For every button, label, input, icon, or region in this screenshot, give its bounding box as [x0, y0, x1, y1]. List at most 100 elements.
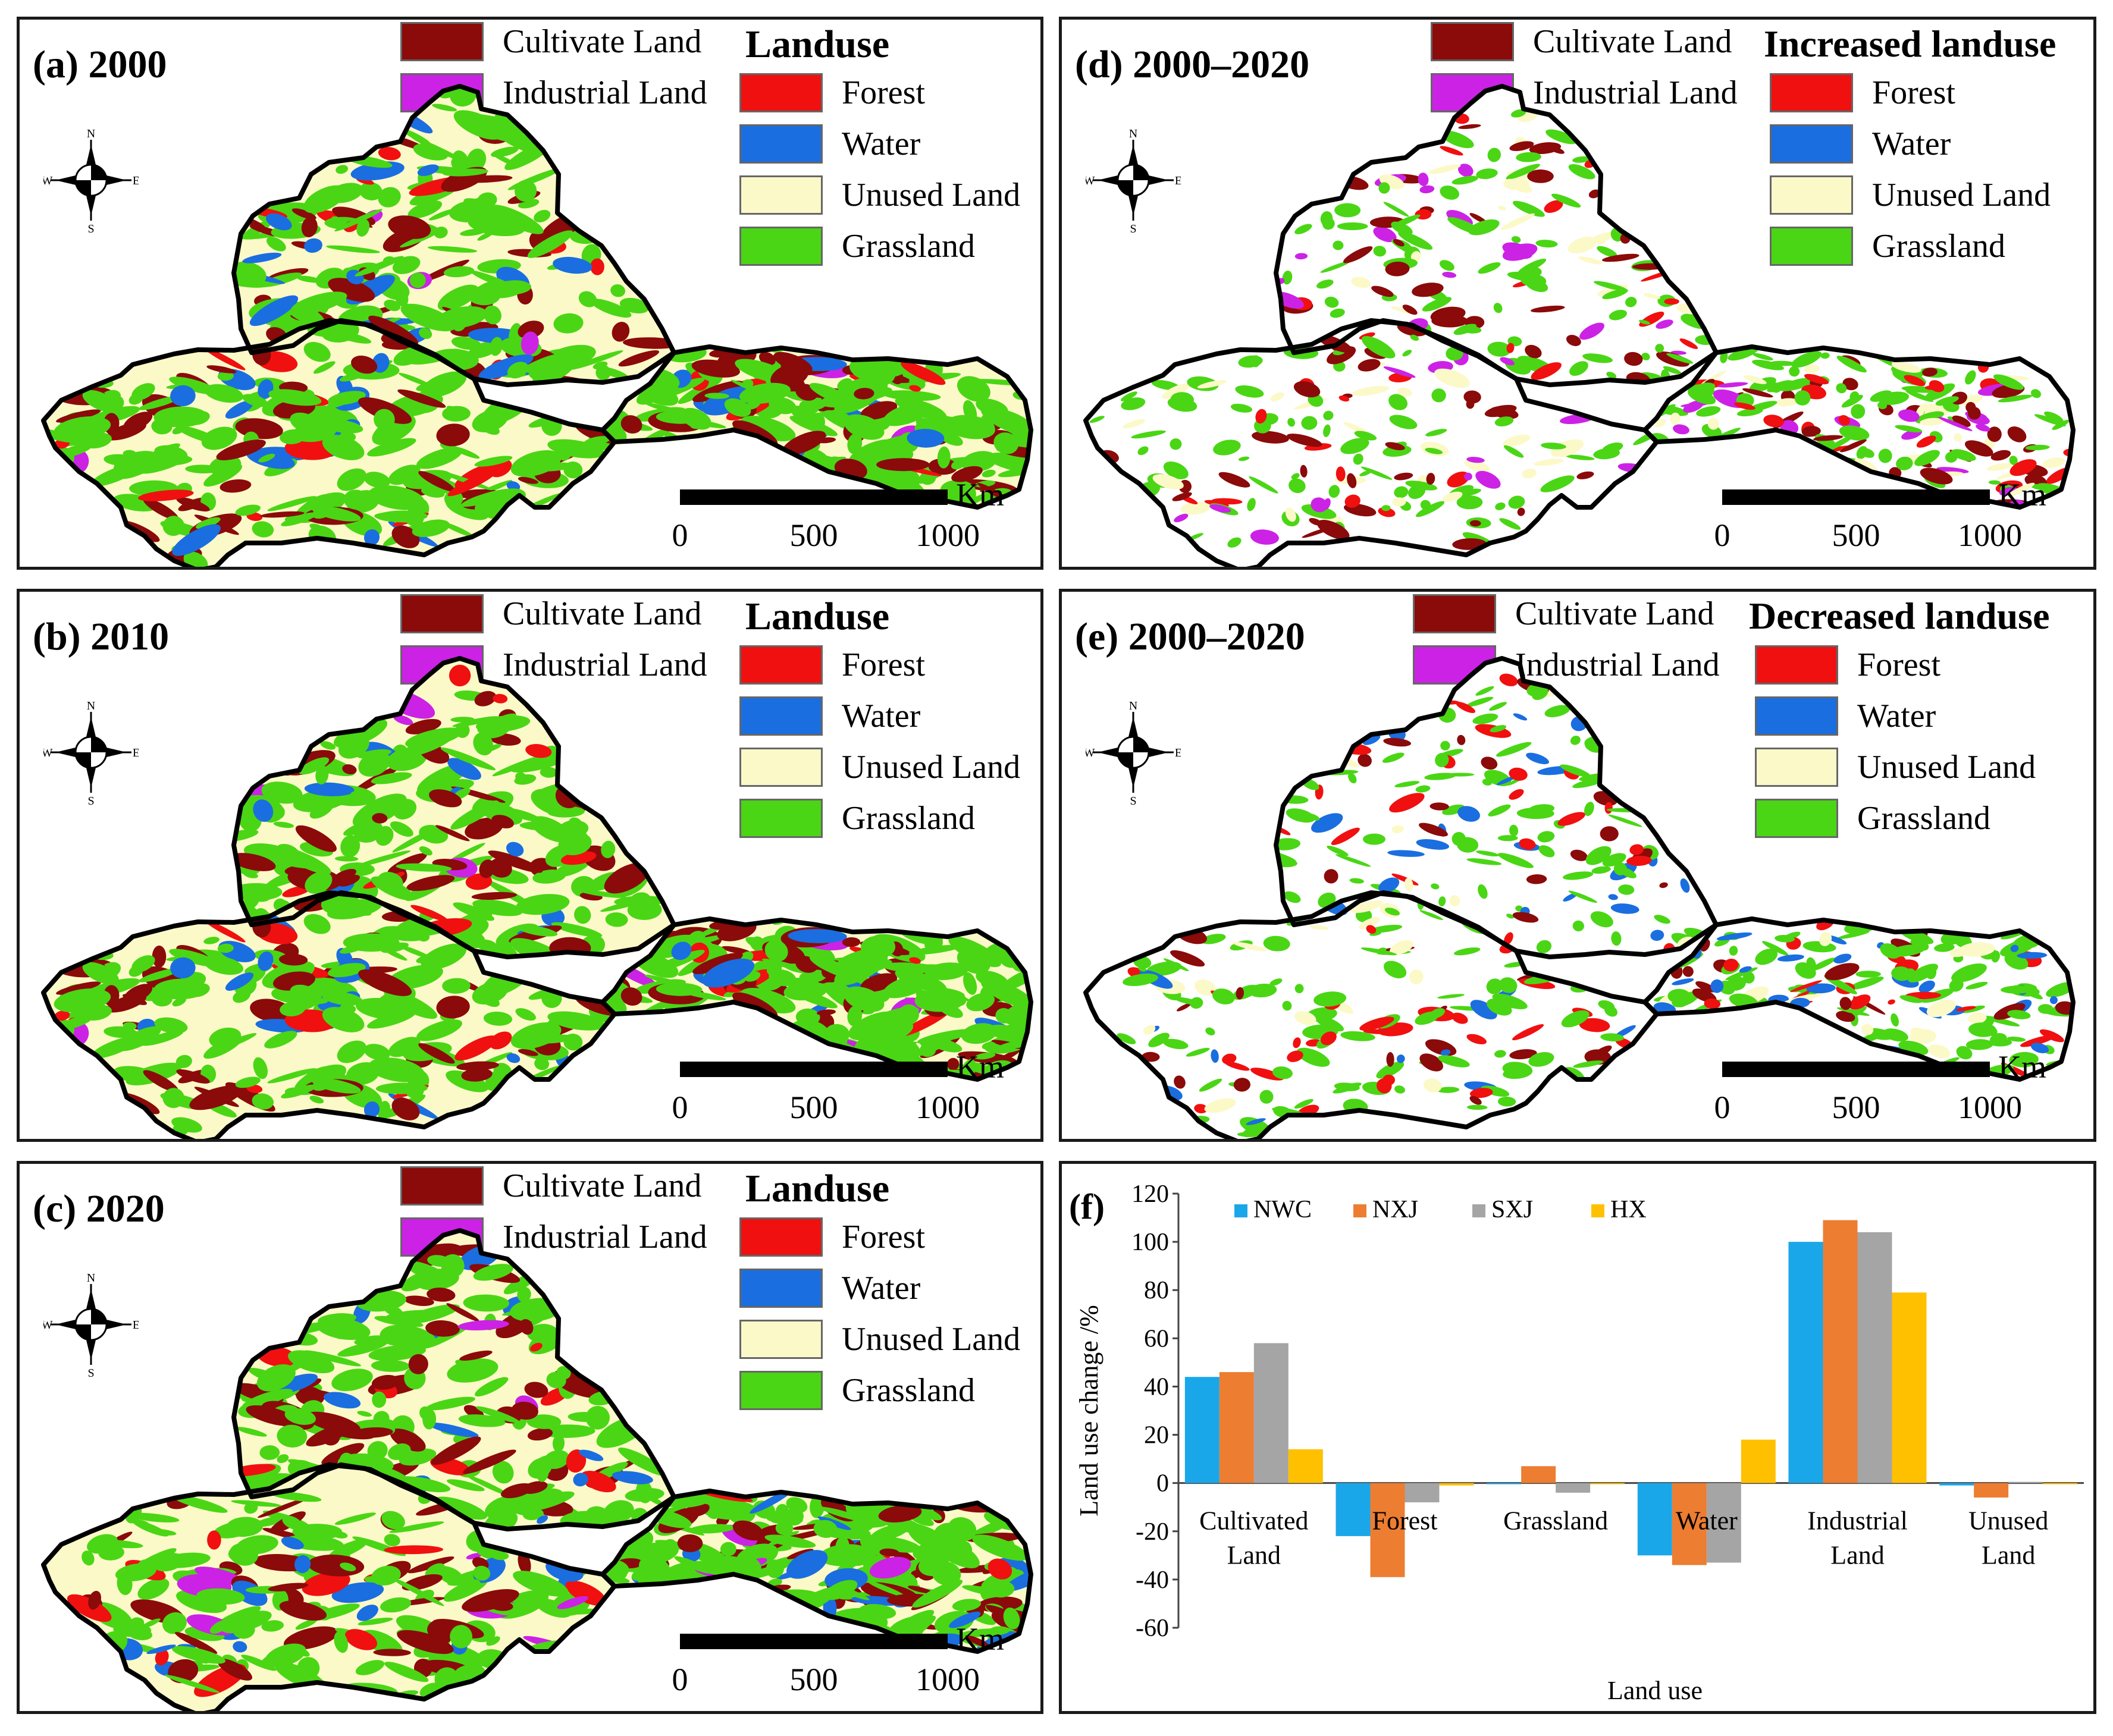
region-map — [41, 656, 1033, 1139]
scale-bar — [680, 1634, 948, 1649]
bar-hx-1 — [1439, 1483, 1474, 1486]
legend-title: Decreased landuse — [1749, 595, 2050, 637]
scale-tick-500: 500 — [789, 1090, 838, 1125]
legend-label: Cultivate Land — [503, 1167, 702, 1204]
scale-unit-label: Km — [956, 1049, 1004, 1085]
category-label: Unused — [1968, 1506, 2048, 1536]
legend-title: Landuse — [745, 595, 890, 638]
svg-text:S: S — [1130, 222, 1136, 234]
bar-nxj-3 — [1672, 1483, 1707, 1565]
scale-unit-label: Km — [1998, 1049, 2046, 1085]
bar-hx-2 — [1590, 1483, 1625, 1484]
bar-nxj-1 — [1370, 1483, 1405, 1577]
legend-label-nxj: NXJ — [1372, 1196, 1418, 1223]
legend-label: Grassland — [1857, 800, 1990, 837]
bar-hx-5 — [2043, 1483, 2078, 1484]
y-tick-label: 80 — [1144, 1277, 1169, 1304]
east-region-boundary — [600, 1489, 1033, 1654]
scale-tick-1000: 1000 — [1958, 1090, 2022, 1125]
legend-label: Forest — [842, 646, 925, 683]
legend-swatch-unused-land — [1755, 748, 1838, 787]
legend-swatch-water — [739, 124, 823, 164]
svg-text:S: S — [1130, 795, 1136, 806]
scale-tick-0: 0 — [1714, 1090, 1730, 1125]
legend-swatch-hx — [1591, 1204, 1604, 1217]
scale-tick-500: 500 — [789, 517, 838, 553]
scale-tick-500: 500 — [1832, 1090, 1880, 1125]
panel-title: (a) 2000 — [33, 43, 167, 86]
legend-swatch-water — [739, 1269, 823, 1308]
panel-title: (b) 2010 — [33, 615, 170, 658]
y-tick-label: 60 — [1144, 1325, 1169, 1352]
scale-bar — [1722, 1062, 1990, 1077]
south-region-landcover — [43, 321, 615, 567]
legend-label-nwc: NWC — [1253, 1196, 1312, 1223]
scale-tick-0: 0 — [672, 1090, 688, 1125]
map-panel-e: (e) 2000–2020 Decreased landuse Cultivat… — [1059, 589, 2096, 1142]
bar-nxj-4 — [1823, 1220, 1858, 1483]
legend-label-sxj: SXJ — [1491, 1196, 1533, 1223]
legend-label: Industrial Land — [503, 1219, 707, 1255]
legend-label: Water — [842, 125, 921, 162]
legend-label: Grassland — [842, 800, 975, 837]
legend-label: Unused Land — [842, 177, 1021, 214]
east-region-boundary — [1642, 916, 2076, 1082]
scale-unit-label: Km — [1998, 477, 2046, 513]
legend-swatch-forest — [739, 73, 823, 112]
bar-hx-3 — [1741, 1439, 1776, 1483]
svg-text:N: N — [87, 1272, 95, 1285]
svg-text:W: W — [43, 174, 53, 187]
chart-panel-f: 120 100 80 60 40 20 0 -20 -40 -60 Land use change … — [1059, 1161, 2096, 1714]
y-tick-label: -20 — [1136, 1518, 1169, 1546]
legend-label: Unused Land — [842, 1321, 1021, 1358]
region-map — [41, 84, 1033, 567]
bar-sxj-3 — [1706, 1483, 1741, 1563]
legend-label: Water — [842, 698, 921, 734]
legend-swatch-water — [739, 696, 823, 736]
east-region-landcover — [1653, 919, 2073, 1079]
legend-label: Cultivate Land — [1515, 595, 1714, 632]
legend-label: Industrial Land — [503, 646, 707, 683]
svg-text:S: S — [87, 795, 94, 806]
legend-swatch-forest — [1770, 73, 1853, 112]
svg-text:N: N — [1129, 127, 1137, 140]
south-region-boundary — [41, 890, 617, 1139]
scale-tick-1000: 1000 — [916, 1662, 980, 1697]
svg-text:E: E — [1175, 174, 1181, 187]
scale-tick-500: 500 — [1832, 517, 1880, 553]
legend-label: Cultivate Land — [1533, 23, 1732, 60]
south-region-landcover — [1089, 321, 1657, 550]
category-label: Forest — [1372, 1506, 1438, 1536]
scale-tick-1000: 1000 — [916, 517, 980, 553]
legend-swatch-forest — [739, 645, 823, 685]
svg-text:W: W — [43, 1319, 53, 1332]
south-region-boundary — [1083, 318, 1659, 567]
legend-title: Landuse — [745, 1167, 890, 1210]
legend-label: Cultivate Land — [503, 595, 702, 632]
legend-swatch-cultivate-land — [1431, 22, 1514, 61]
legend-label: Unused Land — [1872, 177, 2051, 214]
bar-nxj-0 — [1219, 1372, 1254, 1483]
bar-nwc-0 — [1184, 1377, 1219, 1483]
legend-label: Water — [842, 1270, 921, 1307]
legend-swatch-cultivate-land — [1413, 594, 1496, 633]
y-tick-label: 40 — [1144, 1373, 1169, 1401]
map-panel-d: (d) 2000–2020 Increased landuse Cultivat… — [1059, 17, 2096, 570]
bar-nwc-1 — [1335, 1483, 1371, 1536]
legend-swatch-grassland — [1755, 799, 1838, 838]
svg-text:W: W — [1086, 746, 1095, 759]
bar-chart: 120 100 80 60 40 20 0 -20 -40 -60 Land use change … — [1069, 1181, 2084, 1705]
svg-text:E: E — [133, 746, 139, 759]
category-label: Industrial — [1807, 1506, 1908, 1536]
category-label: Grassland — [1503, 1506, 1608, 1536]
panel-title: (e) 2000–2020 — [1075, 615, 1305, 658]
svg-text:N: N — [1129, 699, 1137, 712]
legend-swatch-grassland — [739, 1371, 823, 1410]
x-axis-label: Land use — [1607, 1676, 1703, 1705]
legend-label: Industrial Land — [503, 74, 707, 111]
map-panel-c: (c) 2020 Landuse Cultivate Land Industria… — [17, 1161, 1043, 1714]
legend-swatch-grassland — [739, 799, 823, 838]
y-axis-label: Land use change /% — [1074, 1305, 1103, 1517]
east-region-boundary — [1642, 344, 2076, 510]
legend-label: Grassland — [842, 1372, 975, 1409]
